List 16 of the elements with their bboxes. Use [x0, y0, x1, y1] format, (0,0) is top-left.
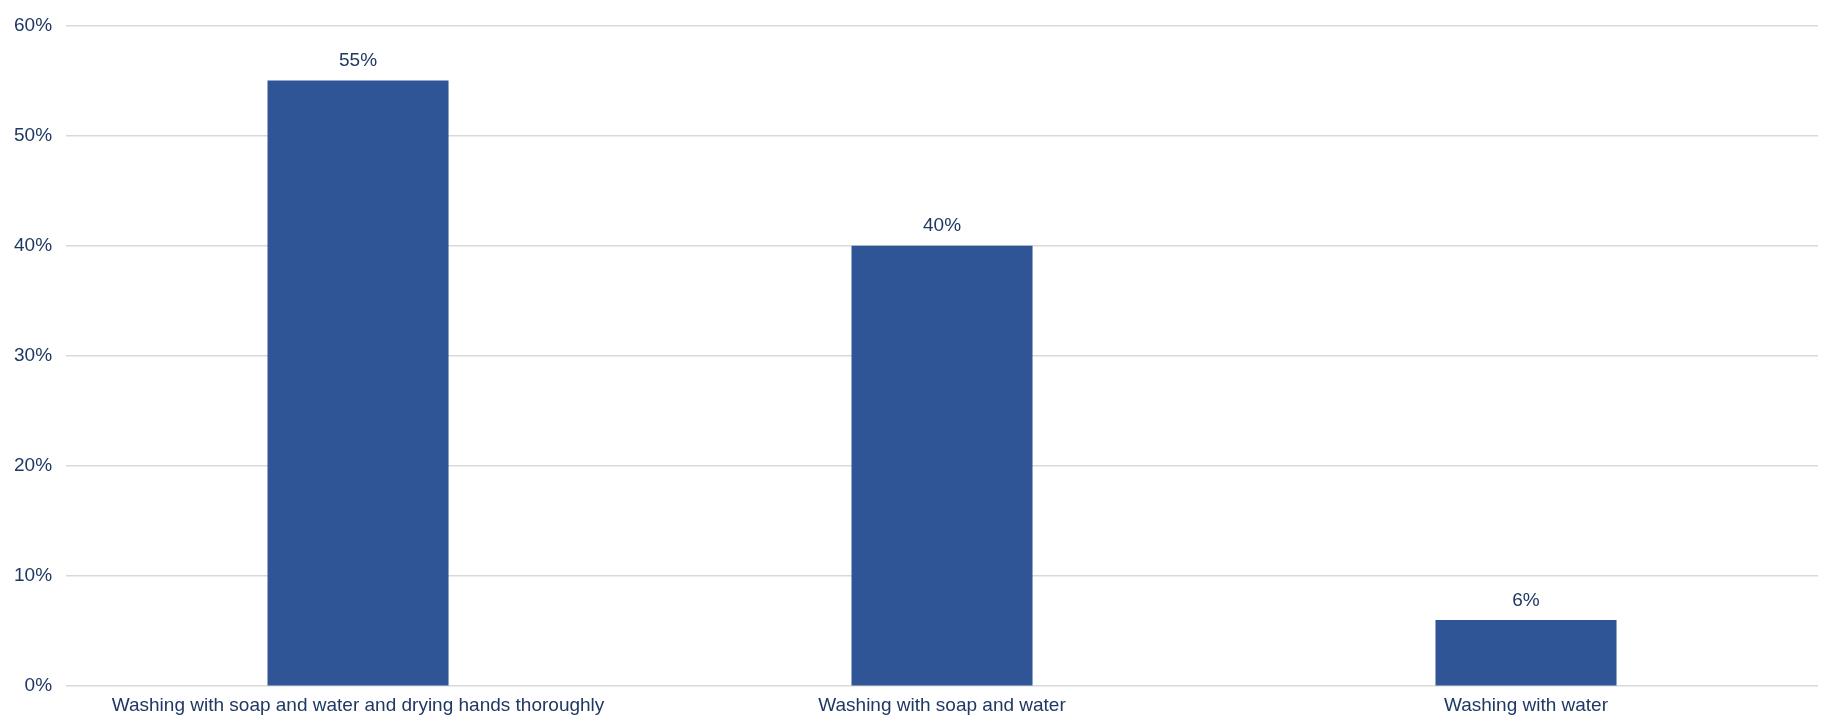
bar	[851, 245, 1033, 686]
y-tick-label: 60%	[14, 13, 53, 35]
bar	[1435, 620, 1617, 686]
data-label: 6%	[1512, 588, 1540, 610]
bar	[267, 80, 449, 686]
y-tick-label: 10%	[14, 564, 53, 586]
y-tick-label: 40%	[14, 233, 53, 255]
data-label: 40%	[923, 214, 962, 236]
x-tick-label: Washing with soap and water	[818, 693, 1067, 715]
y-tick-label: 50%	[14, 123, 53, 145]
data-label: 55%	[339, 49, 378, 71]
y-tick-label: 0%	[24, 674, 53, 696]
x-tick-label: Washing with soap and water and drying hands thoroughly	[111, 693, 605, 715]
y-tick-label: 20%	[14, 454, 53, 476]
x-tick-label: Washing with water	[1443, 693, 1609, 715]
y-tick-label: 30%	[14, 344, 53, 366]
